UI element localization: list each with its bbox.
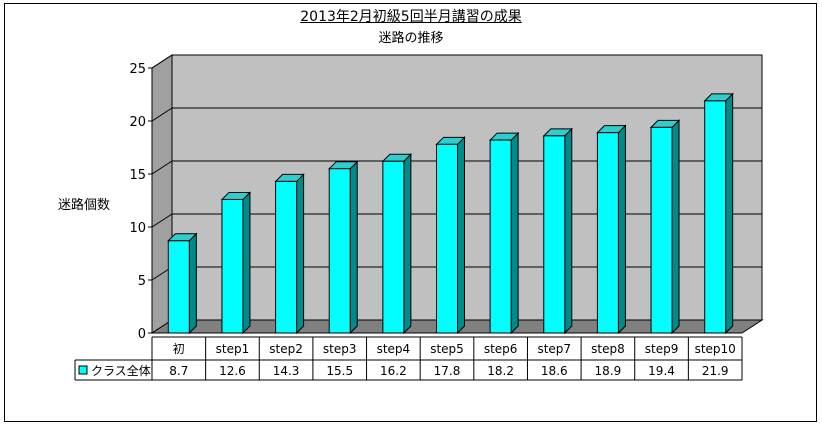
bar-side (349, 160, 358, 335)
bar (275, 180, 298, 334)
bar (489, 139, 512, 334)
x-tick-label: step9 (645, 342, 679, 356)
data-label: 12.6 (219, 364, 246, 378)
x-tick-label: step5 (430, 342, 464, 356)
gridline-side (151, 107, 173, 122)
y-tick-label: 20 (129, 115, 146, 130)
bar (328, 168, 351, 334)
data-label: 21.9 (702, 364, 729, 378)
data-label: 15.5 (326, 364, 353, 378)
bar-side (403, 153, 412, 335)
bar-side (457, 136, 465, 335)
gridline-side (151, 213, 173, 228)
x-tick-label: step1 (216, 342, 250, 356)
bar (650, 126, 673, 334)
bar (221, 198, 244, 334)
legend-key (78, 365, 88, 375)
data-label: 8.7 (169, 364, 188, 378)
y-axis-label: 迷路個数 (58, 198, 111, 213)
y-tick-label: 25 (129, 62, 146, 77)
gridline-side (151, 160, 173, 175)
x-tick-label: step6 (484, 342, 518, 356)
bar-side (671, 119, 680, 335)
data-label: 18.2 (487, 364, 514, 378)
gridline-side (151, 54, 173, 69)
bar (167, 240, 190, 334)
bar-side (564, 127, 573, 335)
x-tick-label: step10 (695, 342, 736, 356)
data-label: 18.6 (541, 364, 568, 378)
chart-subtitle: 迷路の推移 (378, 31, 444, 46)
data-label: 17.8 (434, 364, 461, 378)
bar-side (188, 232, 197, 335)
x-tick-label: step3 (323, 342, 357, 356)
bar (543, 135, 566, 334)
bar-side (242, 191, 251, 335)
legend-label: クラス全体 (91, 363, 151, 378)
y-tick-label: 15 (129, 168, 146, 183)
bar-side (725, 92, 734, 335)
y-tick-label: 10 (129, 221, 146, 236)
bar (382, 160, 405, 334)
bar (596, 132, 619, 334)
x-tick-label: step8 (591, 342, 625, 356)
x-tick-label: step2 (269, 342, 303, 356)
bar (436, 143, 458, 334)
data-label: 18.9 (595, 364, 622, 378)
data-label: 19.4 (648, 364, 675, 378)
bar-side (296, 173, 305, 335)
x-tick-label: 初 (173, 342, 185, 356)
data-label: 16.2 (380, 364, 407, 378)
y-tick-label: 5 (138, 274, 146, 289)
x-tick-label: step7 (537, 342, 571, 356)
y-tick-label: 0 (138, 327, 146, 342)
data-label: 14.3 (273, 364, 300, 378)
bar (704, 100, 727, 334)
bar-side (617, 124, 626, 335)
bar-side (510, 131, 519, 335)
x-tick-label: step4 (377, 342, 411, 356)
chart-title: 2013年2月初級5回半月講習の成果 (300, 9, 522, 25)
